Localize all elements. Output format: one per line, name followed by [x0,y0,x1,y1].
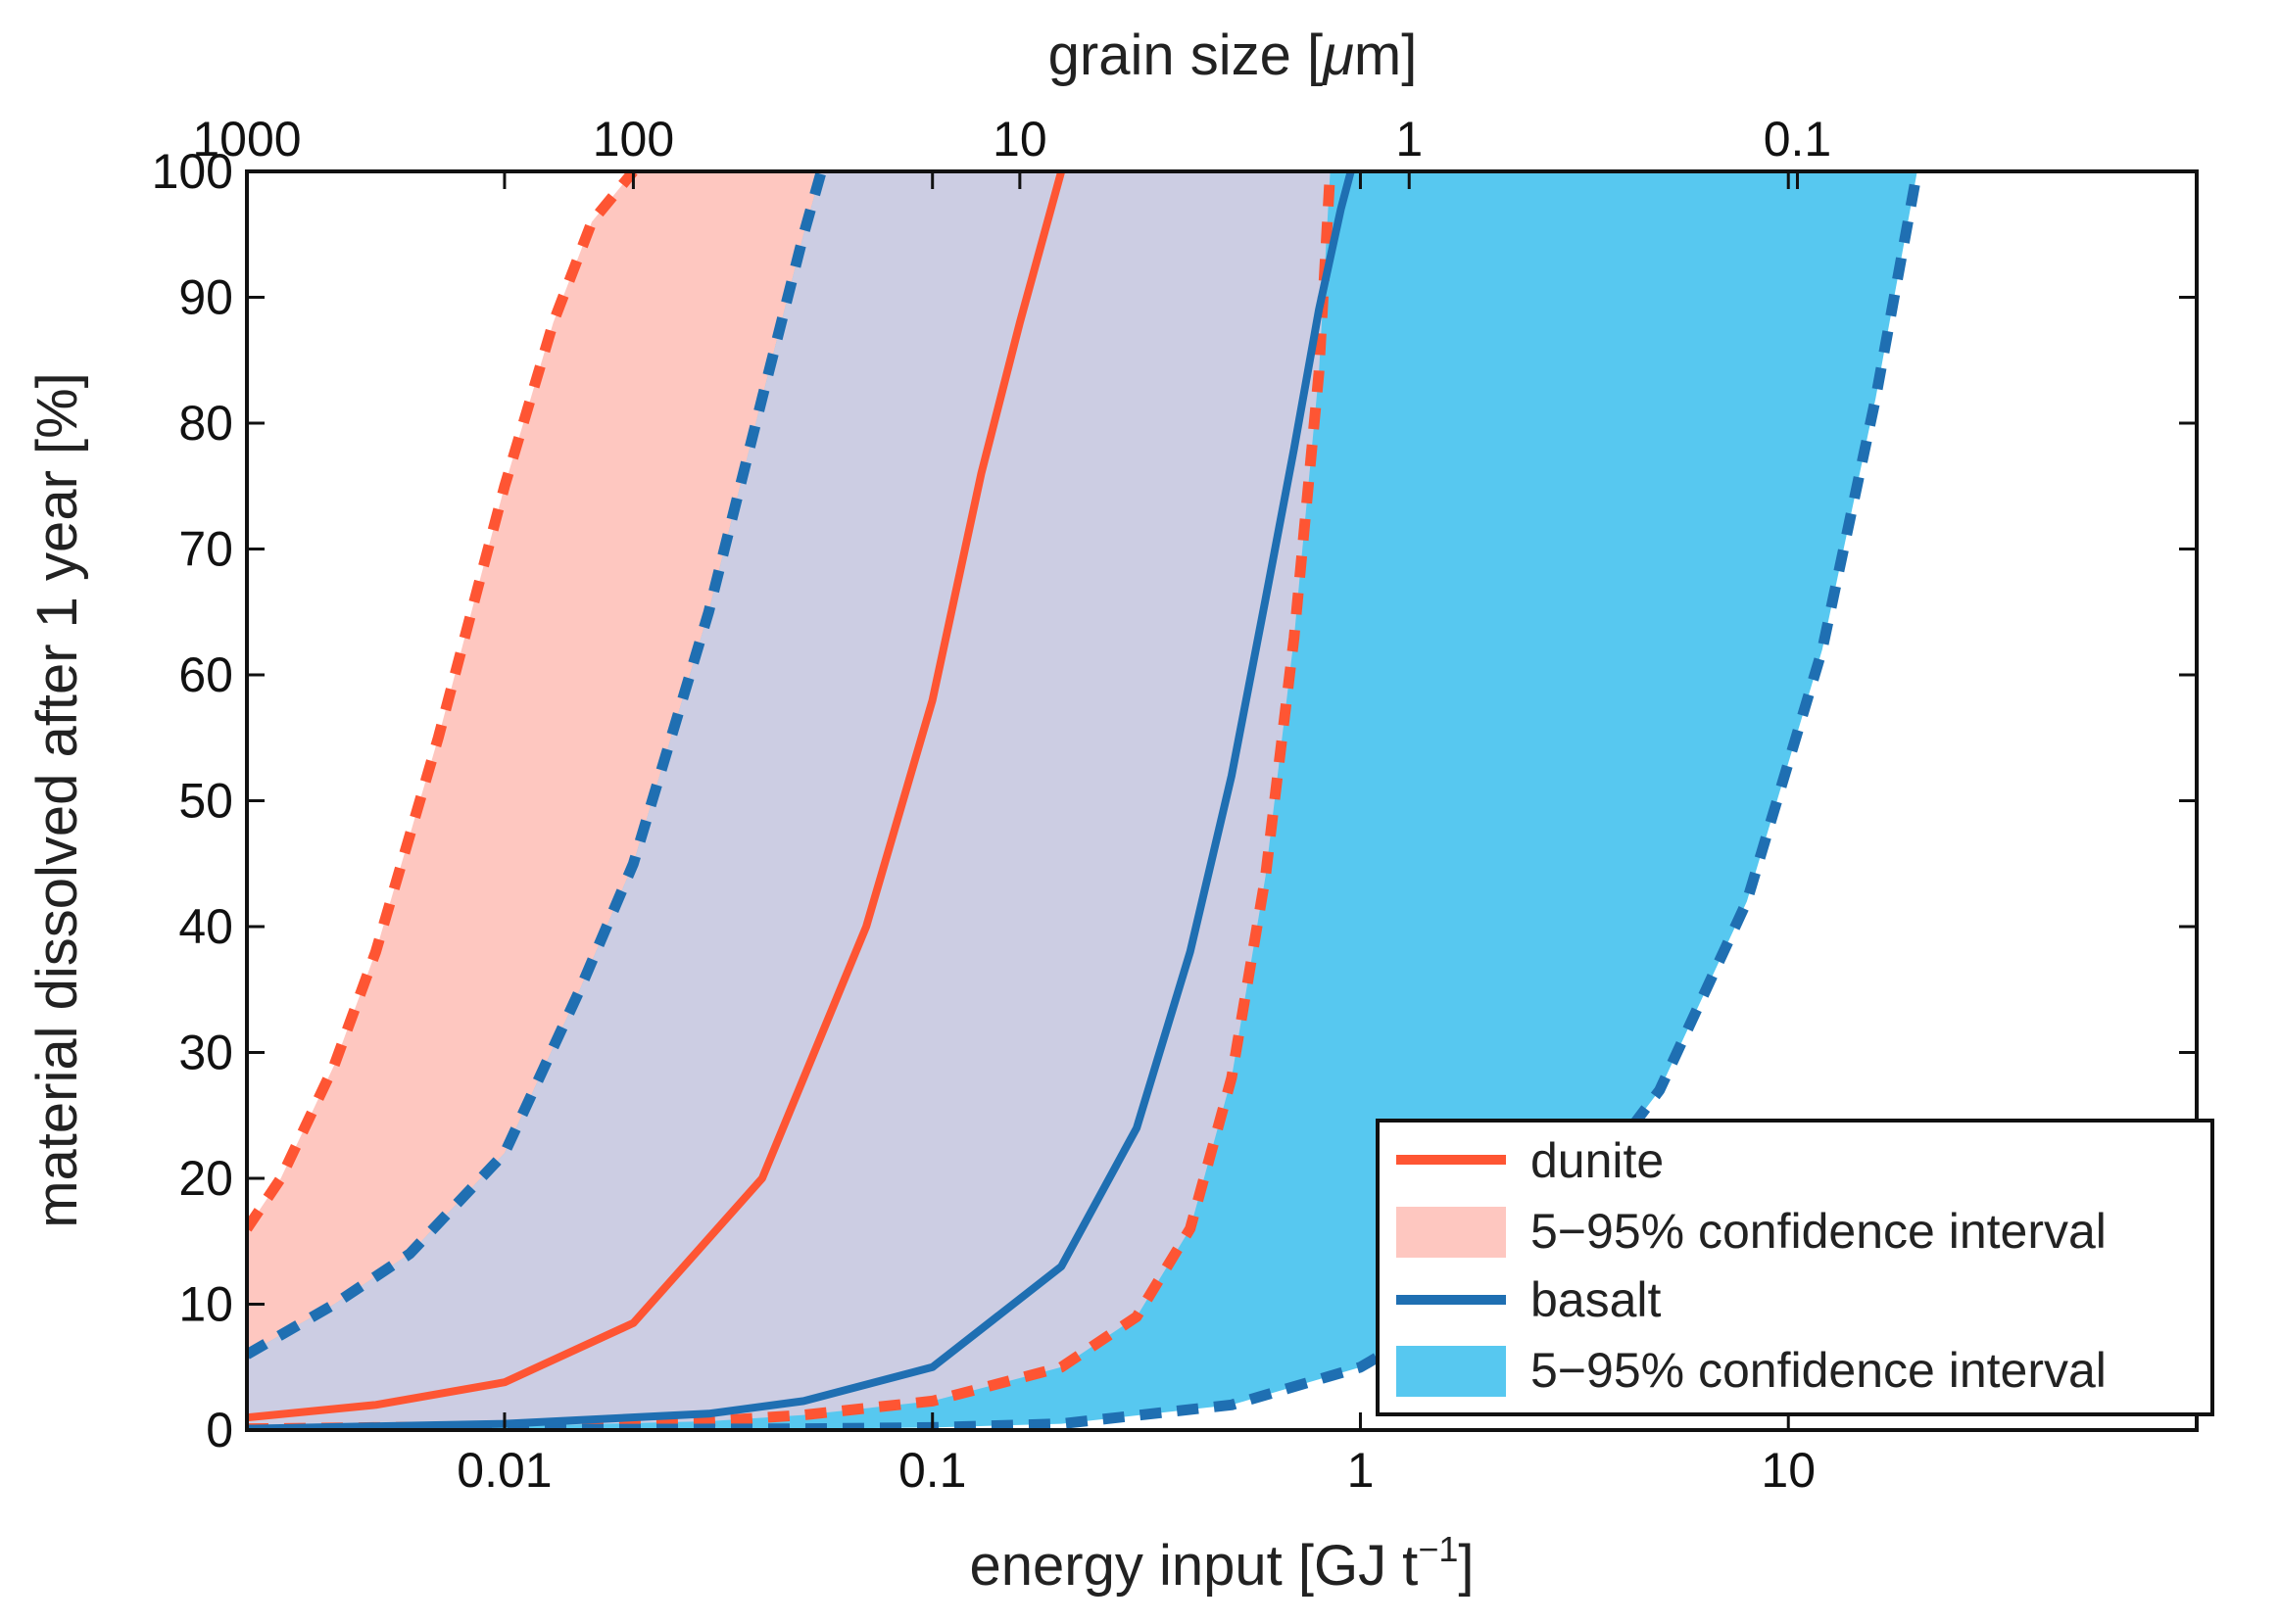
y-tick-label: 80 [178,396,233,451]
overlap-confidence-band [247,171,1331,1429]
top-axis-title-mu: μ [1321,24,1354,87]
legend-basalt-ci-swatch [1396,1346,1506,1397]
y-axis-title: material dissolved after 1 year [%] [25,372,89,1228]
x-tick-label: 0.01 [457,1443,552,1498]
series-dunite-95-bound [247,171,638,1232]
x-axis-title-prefix: energy input [GJ t [970,1534,1419,1598]
top-tick-label: 100 [593,112,674,167]
legend-box [1376,1119,2214,1416]
top-axis-ticks: 1000 100 10 1 0.1 [192,112,1831,189]
series-dunite [247,171,1066,1422]
x-tick-label: 0.1 [898,1443,967,1498]
y-tick-label: 90 [178,270,233,325]
legend-dunite-ci-label: 5−95% confidence interval [1530,1204,2107,1259]
y-tick-label: 20 [178,1151,233,1206]
x-axis-ticks: 0.01 0.1 1 10 [457,171,1816,1498]
y-tick-label: 30 [178,1026,233,1080]
top-tick-label: 1000 [192,112,301,167]
top-tick-label: 10 [993,112,1047,167]
y-tick-label: 0 [206,1403,233,1457]
series-dunite-5-bound [247,171,1336,1430]
y-tick-label: 70 [178,522,233,577]
y-tick-label: 60 [178,647,233,702]
top-tick-label: 1 [1395,112,1423,167]
legend: dunite 5−95% confidence interval basalt … [1376,1119,2214,1416]
y-tick-label: 50 [178,774,233,829]
legend-basalt-label: basalt [1530,1272,1662,1327]
series-basalt [247,171,1355,1430]
y-tick-label: 10 [178,1277,233,1332]
x-axis-title-suffix: ] [1458,1534,1474,1598]
top-tick-label: 0.1 [1764,112,1832,167]
y-tick-label: 100 [152,144,233,199]
top-axis-title-prefix: grain size [ [1048,24,1323,87]
x-axis-title: energy input [GJ t−1] [970,1529,1475,1598]
x-axis-title-exponent: −1 [1418,1529,1458,1569]
y-axis-ticks: 0 10 20 30 40 50 60 70 80 90 100 [152,144,2197,1457]
top-axis-title-suffix: m] [1354,24,1417,87]
top-axis-title: grain size [μm] [1048,24,1418,87]
legend-basalt-ci-label: 5−95% confidence interval [1530,1343,2107,1398]
y-tick-label: 40 [178,899,233,954]
legend-dunite-label: dunite [1530,1133,1664,1188]
x-tick-label: 1 [1347,1443,1375,1498]
series-basalt-95-bound [247,171,827,1360]
legend-dunite-ci-swatch [1396,1207,1506,1258]
x-tick-label: 10 [1761,1443,1816,1498]
